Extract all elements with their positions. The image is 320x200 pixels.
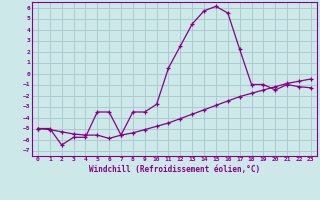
X-axis label: Windchill (Refroidissement éolien,°C): Windchill (Refroidissement éolien,°C) [89, 165, 260, 174]
